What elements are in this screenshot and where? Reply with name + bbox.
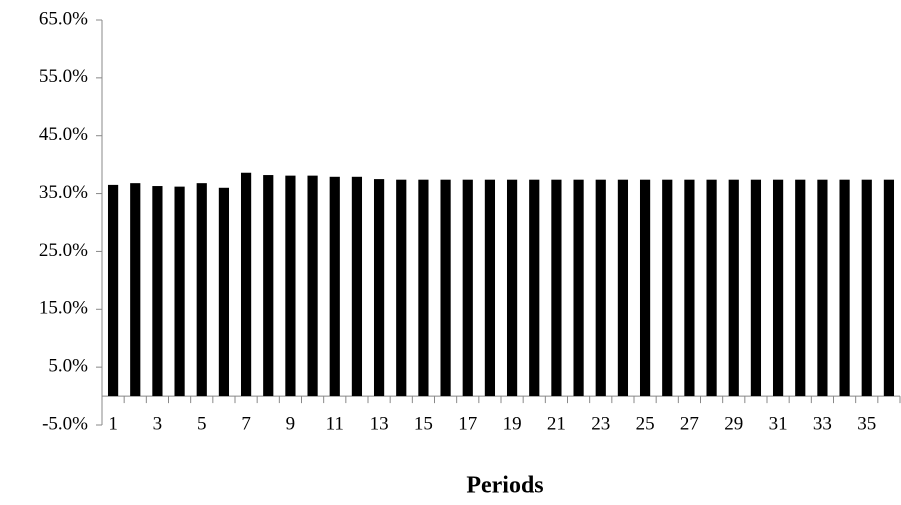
bar [573,179,584,397]
bar [418,179,429,397]
y-tick-label: 15.0% [39,298,88,319]
x-tick-label: 27 [680,413,699,434]
y-tick-label: 5.0% [48,356,88,377]
x-tick-label: 17 [458,413,477,434]
y-tick-label: -5.0% [42,413,88,434]
bar [662,179,673,397]
y-tick-label: 65.0% [39,8,88,29]
bar [484,179,496,397]
bar [595,179,606,397]
bar [750,179,762,397]
x-axis-title: Periods [466,473,543,499]
x-tick-label: 21 [547,413,566,434]
x-tick-label: 25 [636,413,655,434]
x-tick-label: 1 [108,413,118,434]
x-tick-label: 33 [813,413,832,434]
x-tick-label: 19 [503,413,522,434]
bar [506,179,518,397]
x-tick-label: 13 [370,413,389,434]
bar [795,179,806,397]
bar [107,184,119,397]
bar [351,176,363,397]
bar [551,179,562,397]
y-tick-label: 55.0% [39,66,88,87]
bar [440,179,451,397]
bar [772,179,784,397]
bar [462,179,473,397]
x-tick-label: 3 [153,413,163,434]
x-tick-label: 5 [197,413,207,434]
x-tick-label: 11 [326,413,344,434]
bar [684,179,695,397]
bar [152,186,163,397]
bar [373,179,385,397]
bar [196,183,207,397]
bar [883,179,895,397]
y-tick-label: 25.0% [39,240,88,261]
x-tick-label: 15 [414,413,433,434]
bar [307,175,318,397]
x-tick-label: 23 [591,413,610,434]
bar [329,176,340,397]
bar [218,187,230,397]
bar [861,179,872,397]
bar [728,179,739,397]
y-tick-label: 35.0% [39,182,88,203]
bar [529,179,540,397]
x-tick-label: 7 [241,413,251,434]
x-tick-label: 9 [286,413,296,434]
bar [174,186,185,397]
y-tick-label: 45.0% [39,124,88,145]
bar [617,179,629,397]
bar [130,183,141,397]
bar [396,179,407,397]
x-tick-label: 35 [857,413,876,434]
x-tick-label: 29 [724,413,743,434]
bar [706,179,717,397]
bar [817,179,828,397]
bar [263,175,274,397]
bar [240,172,252,397]
bar [639,179,651,397]
x-tick-label: 31 [769,413,788,434]
bar [285,175,296,397]
bar [839,179,850,397]
